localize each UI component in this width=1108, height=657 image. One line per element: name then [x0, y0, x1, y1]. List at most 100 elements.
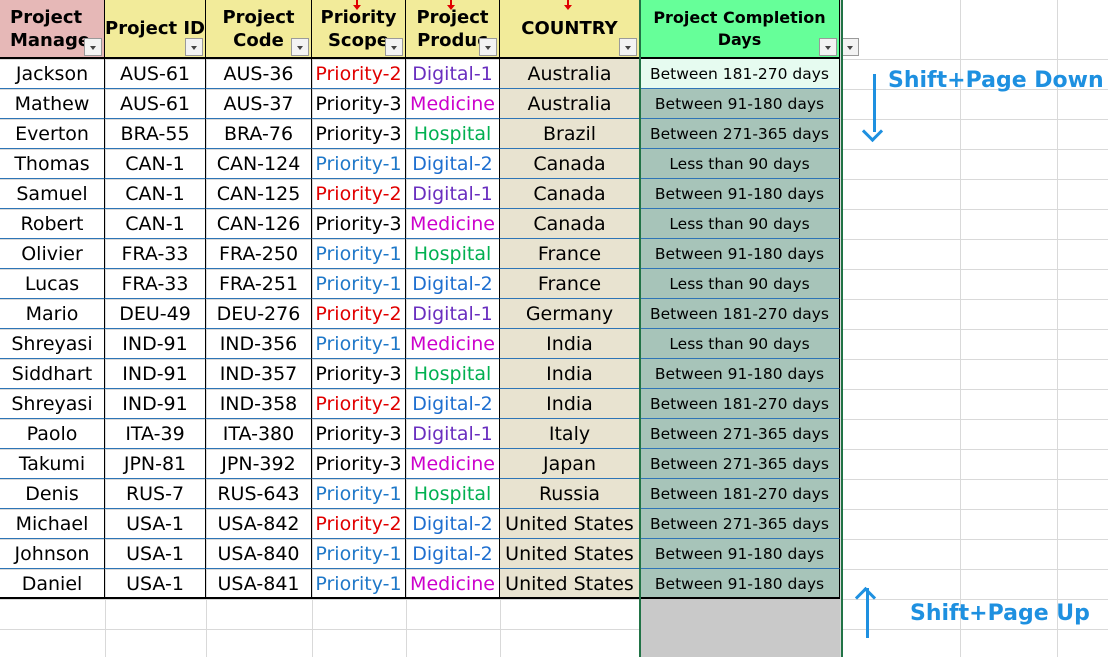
cell-completion-days[interactable]: Between 91-180 days — [640, 179, 840, 209]
cell-project-id[interactable]: CAN-1 — [105, 149, 206, 179]
cell-project-manager[interactable]: Everton — [0, 119, 105, 149]
cell-project-code[interactable]: FRA-251 — [206, 269, 312, 299]
cell-project-id[interactable]: CAN-1 — [105, 179, 206, 209]
cell-project-id[interactable]: FRA-33 — [105, 239, 206, 269]
cell-project-manager[interactable]: Paolo — [0, 419, 105, 449]
cell-priority-scope[interactable]: Priority-3 — [312, 119, 406, 149]
cell-completion-days[interactable]: Between 271-365 days — [640, 509, 840, 539]
cell-project-id[interactable]: IND-91 — [105, 359, 206, 389]
cell-project-id[interactable]: BRA-55 — [105, 119, 206, 149]
cell-project-product[interactable]: Medicine — [406, 89, 500, 119]
cell-project-manager[interactable]: Michael — [0, 509, 105, 539]
cell-priority-scope[interactable]: Priority-3 — [312, 449, 406, 479]
cell-priority-scope[interactable]: Priority-2 — [312, 509, 406, 539]
cell-project-code[interactable]: IND-358 — [206, 389, 312, 419]
cell-country[interactable]: Italy — [500, 419, 640, 449]
cell-project-manager[interactable]: Shreyasi — [0, 329, 105, 359]
cell-project-manager[interactable]: Shreyasi — [0, 389, 105, 419]
cell-project-product[interactable]: Digital-2 — [406, 389, 500, 419]
cell-priority-scope[interactable]: Priority-1 — [312, 269, 406, 299]
cell-project-id[interactable]: IND-91 — [105, 389, 206, 419]
cell-priority-scope[interactable]: Priority-3 — [312, 89, 406, 119]
cell-completion-days[interactable]: Between 271-365 days — [640, 419, 840, 449]
cell-country[interactable]: Canada — [500, 179, 640, 209]
cell-project-id[interactable]: RUS-7 — [105, 479, 206, 509]
cell-country[interactable]: United States — [500, 539, 640, 569]
filter-dropdown-icon[interactable] — [84, 38, 102, 56]
cell-project-manager[interactable]: Robert — [0, 209, 105, 239]
cell-priority-scope[interactable]: Priority-2 — [312, 299, 406, 329]
cell-project-manager[interactable]: Jackson — [0, 59, 105, 89]
cell-project-manager[interactable]: Takumi — [0, 449, 105, 479]
cell-country[interactable]: France — [500, 239, 640, 269]
cell-project-code[interactable]: DEU-276 — [206, 299, 312, 329]
cell-completion-days[interactable]: Between 271-365 days — [640, 119, 840, 149]
cell-priority-scope[interactable]: Priority-3 — [312, 209, 406, 239]
cell-completion-days[interactable]: Between 181-270 days — [640, 479, 840, 509]
cell-priority-scope[interactable]: Priority-3 — [312, 419, 406, 449]
cell-project-product[interactable]: Hospital — [406, 479, 500, 509]
cell-priority-scope[interactable]: Priority-2 — [312, 59, 406, 89]
cell-completion-days[interactable]: Between 271-365 days — [640, 449, 840, 479]
cell-project-id[interactable]: AUS-61 — [105, 89, 206, 119]
filter-dropdown-icon[interactable] — [841, 38, 859, 56]
cell-project-product[interactable]: Digital-2 — [406, 539, 500, 569]
cell-priority-scope[interactable]: Priority-1 — [312, 329, 406, 359]
cell-priority-scope[interactable]: Priority-1 — [312, 149, 406, 179]
cell-project-product[interactable]: Digital-2 — [406, 269, 500, 299]
cell-country[interactable]: India — [500, 329, 640, 359]
cell-completion-days[interactable]: Less than 90 days — [640, 269, 840, 299]
cell-project-id[interactable]: JPN-81 — [105, 449, 206, 479]
cell-project-product[interactable]: Medicine — [406, 449, 500, 479]
cell-project-manager[interactable]: Thomas — [0, 149, 105, 179]
cell-completion-days[interactable]: Between 91-180 days — [640, 239, 840, 269]
empty-selected-cell[interactable] — [640, 599, 840, 657]
cell-project-manager[interactable]: Daniel — [0, 569, 105, 599]
cell-project-product[interactable]: Digital-1 — [406, 419, 500, 449]
cell-project-id[interactable]: ITA-39 — [105, 419, 206, 449]
cell-project-product[interactable]: Digital-2 — [406, 149, 500, 179]
cell-country[interactable]: Canada — [500, 149, 640, 179]
cell-project-code[interactable]: IND-357 — [206, 359, 312, 389]
cell-project-code[interactable]: USA-840 — [206, 539, 312, 569]
cell-completion-days[interactable]: Between 91-180 days — [640, 359, 840, 389]
cell-priority-scope[interactable]: Priority-1 — [312, 569, 406, 599]
cell-completion-days[interactable]: Less than 90 days — [640, 329, 840, 359]
filter-dropdown-icon[interactable] — [385, 38, 403, 56]
cell-country[interactable]: India — [500, 359, 640, 389]
cell-project-manager[interactable]: Siddhart — [0, 359, 105, 389]
cell-project-product[interactable]: Digital-2 — [406, 509, 500, 539]
cell-project-id[interactable]: AUS-61 — [105, 59, 206, 89]
header-priority-scope[interactable]: Priority Scope — [312, 0, 406, 59]
cell-project-product[interactable]: Medicine — [406, 209, 500, 239]
cell-project-id[interactable]: CAN-1 — [105, 209, 206, 239]
cell-country[interactable]: Germany — [500, 299, 640, 329]
cell-project-id[interactable]: USA-1 — [105, 569, 206, 599]
cell-priority-scope[interactable]: Priority-2 — [312, 179, 406, 209]
cell-project-code[interactable]: BRA-76 — [206, 119, 312, 149]
cell-project-code[interactable]: ITA-380 — [206, 419, 312, 449]
cell-country[interactable]: France — [500, 269, 640, 299]
cell-project-manager[interactable]: Samuel — [0, 179, 105, 209]
cell-completion-days[interactable]: Between 91-180 days — [640, 539, 840, 569]
cell-project-product[interactable]: Medicine — [406, 569, 500, 599]
cell-project-id[interactable]: USA-1 — [105, 539, 206, 569]
filter-dropdown-icon[interactable] — [619, 38, 637, 56]
cell-project-code[interactable]: IND-356 — [206, 329, 312, 359]
cell-country[interactable]: Japan — [500, 449, 640, 479]
cell-project-id[interactable]: USA-1 — [105, 509, 206, 539]
cell-priority-scope[interactable]: Priority-2 — [312, 389, 406, 419]
cell-project-id[interactable]: DEU-49 — [105, 299, 206, 329]
cell-project-code[interactable]: CAN-126 — [206, 209, 312, 239]
cell-completion-days[interactable]: Less than 90 days — [640, 209, 840, 239]
cell-project-product[interactable]: Digital-1 — [406, 179, 500, 209]
cell-project-manager[interactable]: Olivier — [0, 239, 105, 269]
cell-project-code[interactable]: RUS-643 — [206, 479, 312, 509]
cell-priority-scope[interactable]: Priority-3 — [312, 359, 406, 389]
header-project-id[interactable]: Project ID — [105, 0, 206, 59]
cell-completion-days[interactable]: Between 181-270 days — [640, 389, 840, 419]
cell-country[interactable]: Australia — [500, 59, 640, 89]
cell-country[interactable]: Australia — [500, 89, 640, 119]
cell-completion-days[interactable]: Less than 90 days — [640, 149, 840, 179]
